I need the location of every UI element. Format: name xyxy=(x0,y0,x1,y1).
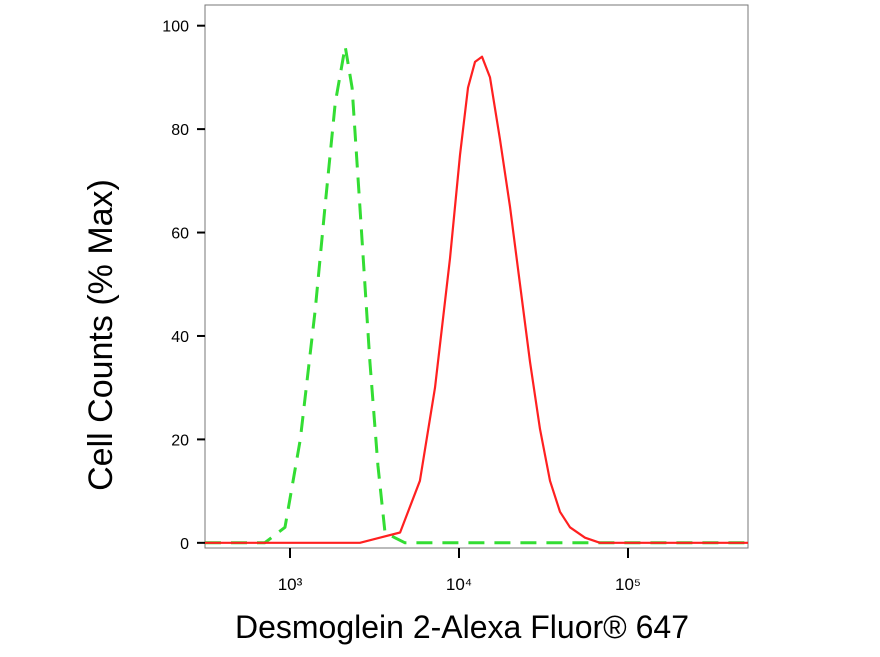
y-tick-label: 80 xyxy=(171,122,189,139)
histogram-line xyxy=(205,55,748,544)
y-tick-label: 20 xyxy=(171,432,189,449)
y-tick-label: 60 xyxy=(171,226,189,243)
y-tick-label: 40 xyxy=(171,329,189,346)
histogram-line xyxy=(205,44,748,545)
x-tick-label: 10⁴ xyxy=(446,575,472,594)
x-tick-label: 10⁵ xyxy=(615,575,641,594)
y-tick-label: 100 xyxy=(162,19,189,36)
plot-frame xyxy=(204,4,749,549)
x-axis-label: Desmoglein 2-Alexa Fluor® 647 xyxy=(235,609,689,645)
y-axis-label: Cell Counts (% Max) xyxy=(82,179,120,491)
x-tick-label: 10³ xyxy=(278,575,303,594)
y-tick-label: 0 xyxy=(180,536,189,553)
